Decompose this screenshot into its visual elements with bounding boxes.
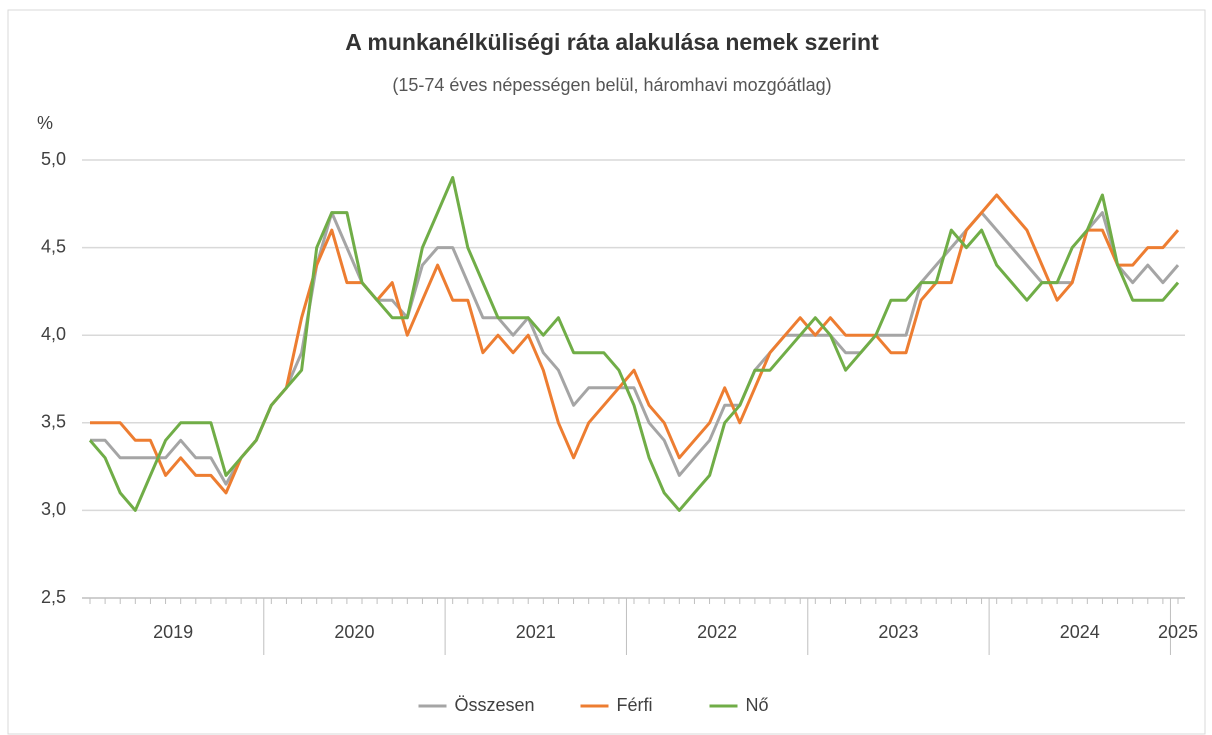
x-group-label: 2023 bbox=[878, 622, 918, 642]
y-tick-label: 4,0 bbox=[41, 324, 66, 344]
y-tick-label: 3,0 bbox=[41, 499, 66, 519]
y-tick-label: 5,0 bbox=[41, 149, 66, 169]
chart-frame bbox=[7, 9, 1206, 735]
data-line bbox=[88, 176, 1180, 512]
x-group-label: 2021 bbox=[516, 622, 556, 642]
y-tick-label: 2,5 bbox=[41, 587, 66, 607]
x-group-label: 2019 bbox=[153, 622, 193, 642]
y-tick-label: 3,5 bbox=[41, 412, 66, 432]
legend-label: Nő bbox=[746, 695, 769, 715]
chart-title: A munkanélküliségi ráta alakulása nemek … bbox=[345, 29, 879, 55]
x-group-label: 2025 bbox=[1158, 622, 1198, 642]
y-tick-label: 4,5 bbox=[41, 236, 66, 256]
chart-subtitle: (15-74 éves népességen belül, háromhavi … bbox=[392, 75, 831, 95]
legend-label: Összesen bbox=[455, 695, 535, 715]
x-group-label: 2022 bbox=[697, 622, 737, 642]
y-axis-label: % bbox=[37, 113, 53, 133]
x-group-label: 2024 bbox=[1060, 622, 1100, 642]
legend-label: Férfi bbox=[617, 695, 653, 715]
x-group-label: 2020 bbox=[334, 622, 374, 642]
